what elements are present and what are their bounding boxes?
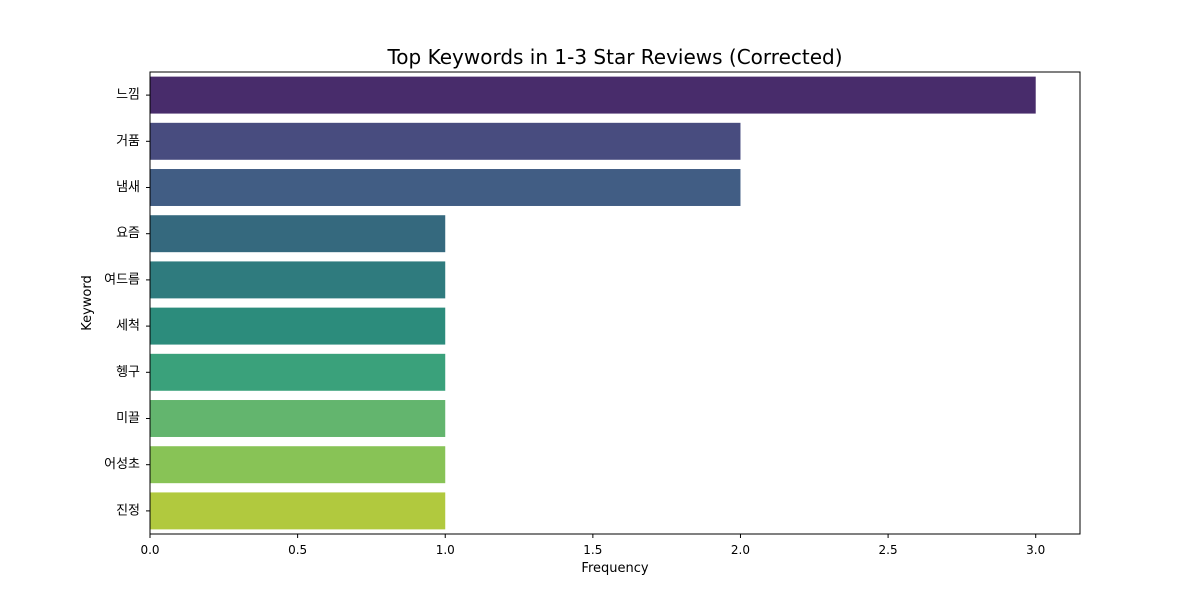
y-tick-label: 진정 bbox=[116, 503, 140, 518]
plot-frame bbox=[149, 71, 1081, 535]
x-axis-label: Frequency bbox=[581, 561, 648, 576]
bar-6 bbox=[150, 353, 446, 391]
bar-1 bbox=[150, 122, 741, 160]
chart-title: Top Keywords in 1-3 Star Reviews (Correc… bbox=[386, 45, 842, 69]
x-tick-label: 2.5 bbox=[879, 543, 898, 557]
y-tick-label: 느낌 bbox=[116, 88, 140, 103]
x-tick-label: 0.5 bbox=[288, 543, 307, 557]
x-tick-label: 3.0 bbox=[1026, 543, 1045, 557]
bar-3 bbox=[150, 215, 446, 253]
y-axis-label: Keyword bbox=[80, 275, 95, 331]
bar-5 bbox=[150, 307, 446, 345]
bar-9 bbox=[150, 492, 446, 530]
bar-7 bbox=[150, 400, 446, 437]
x-tick-label: 1.0 bbox=[436, 543, 455, 557]
x-tick-label: 1.5 bbox=[583, 543, 602, 557]
bar-4 bbox=[150, 261, 446, 299]
x-ticks: 0.0 0.5 1.0 1.5 2.0 2.5 3.0 bbox=[140, 534, 1045, 557]
y-tick-label: 냄새 bbox=[116, 180, 140, 195]
y-tick-label: 여드름 bbox=[104, 272, 140, 287]
y-tick-label: 헹구 bbox=[116, 365, 140, 380]
bar-0 bbox=[150, 76, 1036, 114]
bar-2 bbox=[150, 169, 741, 206]
y-tick-label: 미끌 bbox=[116, 411, 140, 426]
x-tick-label: 2.0 bbox=[731, 543, 750, 557]
y-tick-label: 거품 bbox=[116, 134, 140, 149]
y-tick-label: 세척 bbox=[116, 319, 140, 334]
x-tick-label: 0.0 bbox=[140, 543, 159, 557]
y-tick-label: 어성초 bbox=[104, 457, 140, 472]
bar-8 bbox=[150, 446, 446, 484]
y-tick-label: 요즘 bbox=[116, 226, 140, 241]
bars bbox=[150, 76, 1036, 530]
